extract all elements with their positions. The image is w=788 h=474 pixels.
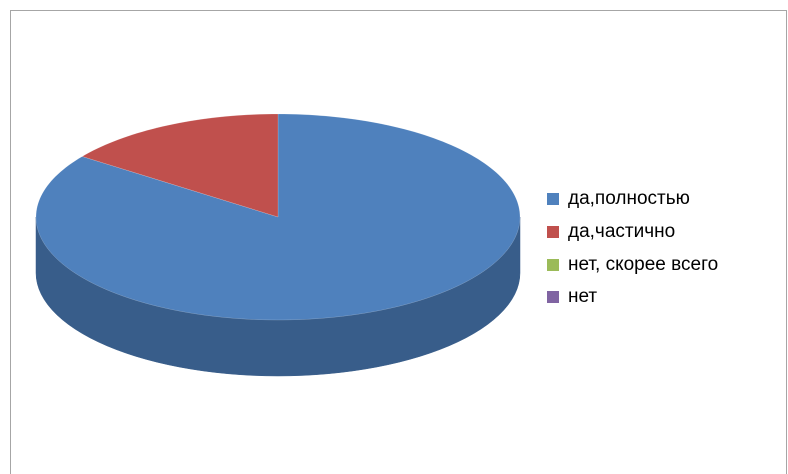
legend-label: да,полностью <box>568 188 690 209</box>
legend-label: нет, скорее всего <box>568 254 718 275</box>
legend-swatch <box>547 193 559 205</box>
legend-swatch <box>547 226 559 238</box>
legend-label: нет <box>568 286 597 307</box>
pie-slice <box>81 113 279 218</box>
legend-swatch <box>547 259 559 271</box>
legend-label: да,частично <box>568 221 675 242</box>
legend-swatch <box>547 291 559 303</box>
